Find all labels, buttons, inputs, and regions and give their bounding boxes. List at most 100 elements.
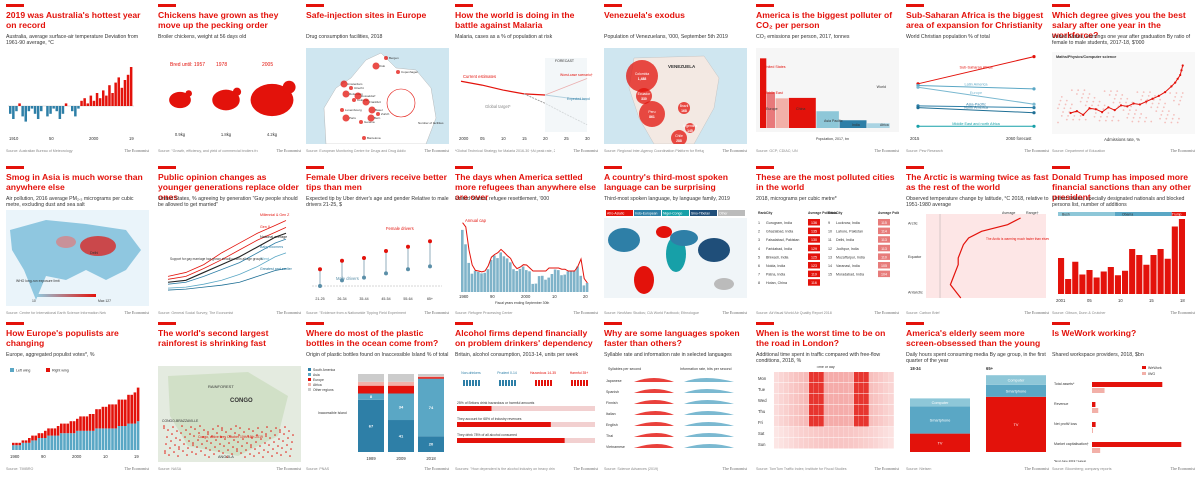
tick-label: 18 [1180, 298, 1185, 303]
college-dot [1145, 116, 1148, 119]
facility-dot [368, 106, 376, 114]
group-label: Harmful 35+ [570, 371, 589, 375]
scale-bar [36, 294, 96, 297]
series-line [167, 232, 287, 283]
tick-label: 1980 [10, 454, 20, 459]
chart-title: A country's third-most spoken language c… [604, 172, 728, 192]
temp-bar [21, 106, 24, 117]
chart-title: Is WeWork working? [1052, 328, 1137, 338]
college-dot [1178, 103, 1180, 106]
city-label: Barcelona [367, 136, 381, 140]
college-dot [1112, 101, 1115, 104]
college-dot [1103, 90, 1106, 93]
right-bar [24, 440, 28, 443]
fire-dot [221, 427, 223, 429]
chart-subtitle: Australia, average surface-air temperatu… [6, 34, 139, 47]
fire-dot [208, 456, 210, 458]
glass-icon [466, 380, 468, 386]
traffic-cell [789, 438, 794, 449]
temp-bar [40, 106, 43, 112]
fire-dot [265, 435, 267, 437]
chart-source: Source: Gibson, Dunn & Crutcher [1052, 311, 1106, 315]
male-dot [340, 278, 344, 283]
fire-dot [193, 435, 195, 437]
brand-label: The Economist [573, 310, 598, 315]
chart-title: Female Uber drivers receive better tips … [306, 172, 447, 192]
series-label: Baby boomers [260, 245, 283, 249]
fire-dot [247, 435, 249, 437]
female-dot [362, 256, 366, 260]
college-dot [1093, 96, 1096, 99]
refugee-bar [547, 277, 550, 292]
traffic-cell [874, 405, 879, 416]
college-dot [1178, 117, 1180, 120]
facility-dot [342, 114, 350, 122]
chicken-head-icon [282, 80, 296, 94]
traffic-cell [809, 416, 814, 427]
fire-dot [266, 426, 268, 428]
table-cell: Ghaziabad, India [766, 230, 793, 234]
series-label: Computer [1008, 379, 1025, 383]
iwg-bar [1092, 428, 1093, 433]
chart-subtitle: Drug consumption facilities, 2018 [306, 34, 383, 40]
refugee-bar [483, 272, 486, 292]
table-cell: 11 [828, 238, 832, 242]
fire-dot [175, 437, 177, 439]
college-dot [1060, 95, 1063, 98]
table-header: Rank [758, 211, 766, 215]
temp-bar [64, 103, 68, 106]
map-label: CONGO-BRAZZAVILLE [162, 419, 199, 423]
tick-label: 05 [480, 136, 485, 141]
right-bar [82, 416, 85, 431]
tick-label: 10 [552, 294, 557, 299]
table-cell: 1 [758, 221, 760, 225]
chart-subtitle: Shared workspace providers, 2018, $bn [1052, 352, 1144, 358]
city-label: Paris [349, 116, 356, 120]
female-dot [428, 239, 432, 244]
chart-panel: Female Uber drivers receive better tips … [306, 166, 449, 316]
series-label: Global target* [485, 104, 511, 109]
traffic-cell [779, 416, 784, 427]
brand-label: The Economist [722, 466, 747, 471]
chart-source: Source: Nielsen [906, 467, 932, 471]
fire-dot [168, 454, 170, 456]
college-dot [1112, 115, 1115, 118]
traffic-cell [839, 394, 844, 405]
left-bar [40, 438, 44, 450]
series-line [167, 238, 287, 285]
bottle-bar [418, 377, 444, 379]
glass-icon [472, 380, 474, 386]
bottle-bar [418, 374, 444, 377]
traffic-cell [774, 383, 779, 394]
brand-label: The Economist [874, 466, 899, 471]
legend-label: Other regions [313, 388, 334, 392]
wework-bar [1092, 442, 1182, 447]
legend-label: Indo-European [635, 212, 658, 216]
day-label: Thu [758, 409, 766, 414]
legend-swatch [662, 210, 689, 216]
region-shape [698, 238, 730, 262]
refugee-bar [557, 270, 560, 292]
facility-dot [362, 98, 370, 106]
traffic-cell [889, 372, 894, 383]
chart-panel: Venezuela's exodus Population of Venezuel… [604, 4, 747, 154]
fire-dot [165, 443, 167, 445]
fire-dot [260, 438, 262, 440]
fire-dot [274, 434, 276, 436]
series-label: TV [1014, 423, 1019, 427]
glass-icon [550, 380, 552, 386]
traffic-cell [859, 383, 864, 394]
chart-source: Source: "Evidence from a Nationwide Tipp… [306, 311, 406, 315]
traffic-cell [794, 438, 799, 449]
annotation: The Arctic is warming much faster than e… [986, 237, 1049, 241]
fire-dot [210, 442, 212, 444]
table-cell: 8 [758, 281, 760, 285]
fire-dot [279, 429, 281, 431]
series-dot [1032, 111, 1036, 115]
chart-panel: Smog in Asia is much worse than anywhere… [6, 166, 149, 316]
chart-source: Source: AirVisual World Air Quality Repo… [756, 311, 832, 315]
college-dot [1125, 101, 1127, 104]
temp-bar [61, 106, 65, 114]
fire-dot [261, 431, 263, 433]
female-dot [406, 244, 410, 249]
